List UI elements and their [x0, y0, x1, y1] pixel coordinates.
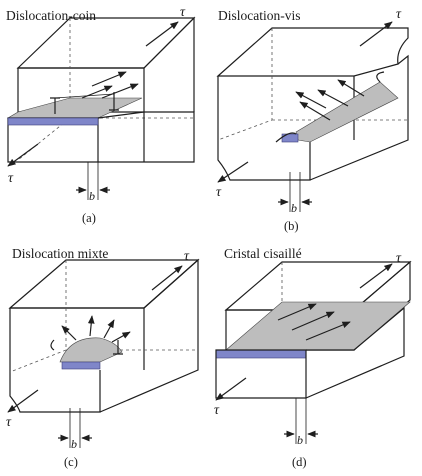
panel-a-title: Dislocation-coin	[6, 8, 96, 23]
panel-b-title: Dislocation-vis	[218, 8, 301, 23]
panel-c: Dislocation mixte τ τ b (c)	[6, 246, 200, 469]
tau-label: τ	[396, 251, 402, 266]
tau-label: τ	[214, 403, 220, 418]
burgers-vector-label: b	[89, 189, 95, 203]
panel-b-caption: (b)	[284, 219, 299, 233]
panel-c-caption: (c)	[64, 455, 78, 469]
tau-label: τ	[216, 185, 222, 200]
panel-a-caption: (a)	[82, 211, 96, 225]
panel-d-caption: (d)	[292, 455, 307, 469]
tau-label: τ	[8, 171, 14, 186]
panel-c-title: Dislocation mixte	[12, 246, 108, 261]
panel-d-title: Cristal cisaillé	[224, 246, 302, 261]
burgers-vector-label: b	[291, 201, 297, 215]
tau-label: τ	[180, 5, 186, 20]
tau-label: τ	[396, 7, 402, 22]
tau-label: τ	[6, 415, 12, 430]
tau-label: τ	[184, 249, 190, 264]
panel-d: Cristal cisaillé τ τ b (d)	[214, 246, 412, 469]
panel-b: Dislocation-vis τ τ b (b)	[216, 7, 409, 233]
panel-a: Dislocation-coin τ τ b	[6, 5, 196, 225]
burgers-vector-label: b	[71, 437, 77, 451]
burgers-vector-label: b	[297, 433, 303, 447]
